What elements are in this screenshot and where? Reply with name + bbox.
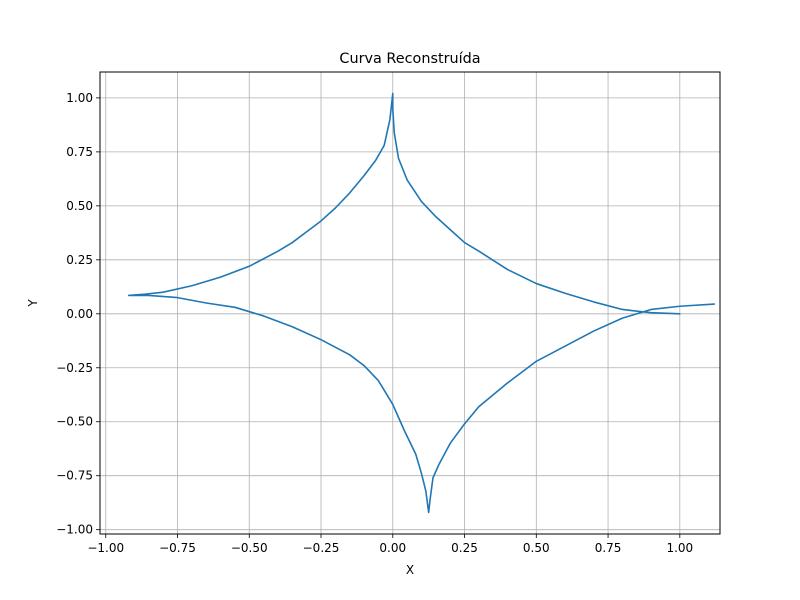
x-tick-label: −1.00 — [87, 541, 124, 555]
y-tick-label: 0.25 — [66, 253, 93, 267]
grid-layer — [100, 72, 720, 534]
x-tick-label: −0.25 — [303, 541, 340, 555]
series-line — [127, 92, 716, 514]
x-tick-label: −0.75 — [159, 541, 196, 555]
y-axis-label: Y — [26, 299, 40, 308]
y-tick-label: −1.00 — [56, 523, 93, 537]
y-tick-label: 0.75 — [66, 145, 93, 159]
x-tick-label: 0.50 — [523, 541, 550, 555]
y-tick-label: −0.25 — [56, 361, 93, 375]
x-tick-label: 0.25 — [451, 541, 478, 555]
plot-frame — [99, 71, 721, 535]
x-tick-label: −0.50 — [231, 541, 268, 555]
y-tick-label: −0.50 — [56, 415, 93, 429]
y-tick-label: 0.00 — [66, 307, 93, 321]
chart-title: Curva Reconstruída — [339, 51, 480, 67]
y-tick-label: 1.00 — [66, 91, 93, 105]
series-layer — [127, 92, 716, 514]
x-tick-label: 1.00 — [666, 541, 693, 555]
tick-layer: −1.00 −0.75 −0.50 −0.25 0.00 0.25 0.50 0.75 1.00… — [56, 91, 693, 555]
x-tick-label: 0.75 — [595, 541, 622, 555]
x-axis-label: X — [406, 563, 414, 577]
y-tick-label: 0.50 — [66, 199, 93, 213]
y-tick-label: −0.75 — [56, 469, 93, 483]
x-tick-label: 0.00 — [379, 541, 406, 555]
